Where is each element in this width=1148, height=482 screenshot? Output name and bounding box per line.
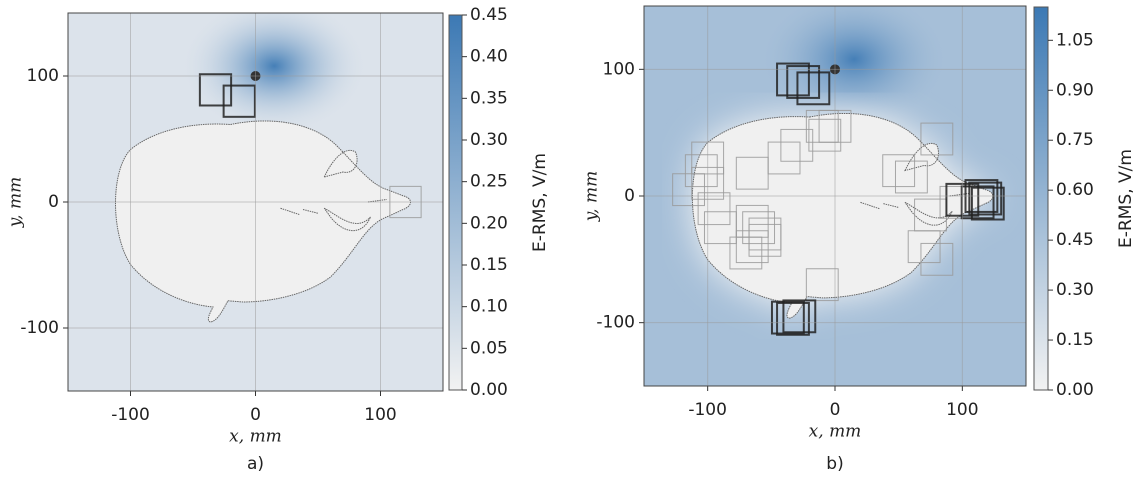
caption: b) [826,454,843,474]
y-tick-label: -100 [20,318,59,338]
colorbar [1034,7,1048,390]
x-tick-label: 100 [946,400,978,420]
colorbar-tick-label: 0.75 [1056,130,1094,150]
colorbar-tick-label: 0.00 [470,380,508,400]
colorbar-tick-label: 0.35 [470,88,508,108]
colorbar-tick-label: 0.45 [470,5,508,25]
colorbar-tick-label: 0.60 [1056,180,1094,200]
y-axis-label: y, mm [6,177,26,228]
colorbar-tick-label: 1.05 [1056,30,1094,50]
y-tick-label: -100 [596,313,635,333]
x-tick-label: -100 [688,400,727,420]
colorbar [449,15,462,390]
x-axis-label: x, mm [229,427,282,447]
colorbar-tick-label: 0.00 [1056,380,1094,400]
y-axis-label: y, mm [582,171,602,222]
colorbar-tick-label: 0.30 [470,130,508,150]
colorbar-tick-label: 0.90 [1056,80,1094,100]
colorbar-tick-label: 0.30 [1056,280,1094,300]
colorbar-tick-label: 0.15 [1056,330,1094,350]
x-tick-label: -100 [111,405,150,425]
colorbar-label: E-RMS, V/m [530,153,550,252]
x-axis-label: x, mm [809,422,862,442]
x-tick-label: 100 [364,405,396,425]
colorbar-tick-label: 0.45 [1056,230,1094,250]
caption: a) [247,454,264,474]
figure: -100 0 100 -100 0 100 x, mm y, mm a) 0.00 0.05 0.10… [0,0,1148,478]
hotspot [181,0,369,135]
y-tick-label: 100 [603,59,635,79]
colorbar-tick-label: 0.15 [470,255,508,275]
y-tick-label: 0 [624,186,635,206]
colorbar-tick-label: 0.10 [470,297,508,317]
y-tick-label: 100 [27,66,59,86]
colorbar-tick-label: 0.40 [470,47,508,67]
colorbar-tick-label: 0.05 [470,338,508,358]
colorbar-tick-label: 0.20 [470,213,508,233]
y-tick-label: 0 [48,192,59,212]
x-tick-label: 0 [830,400,841,420]
colorbar-tick-label: 0.25 [470,172,508,192]
x-tick-label: 0 [250,405,261,425]
colorbar-label: E-RMS, V/m [1116,149,1136,248]
